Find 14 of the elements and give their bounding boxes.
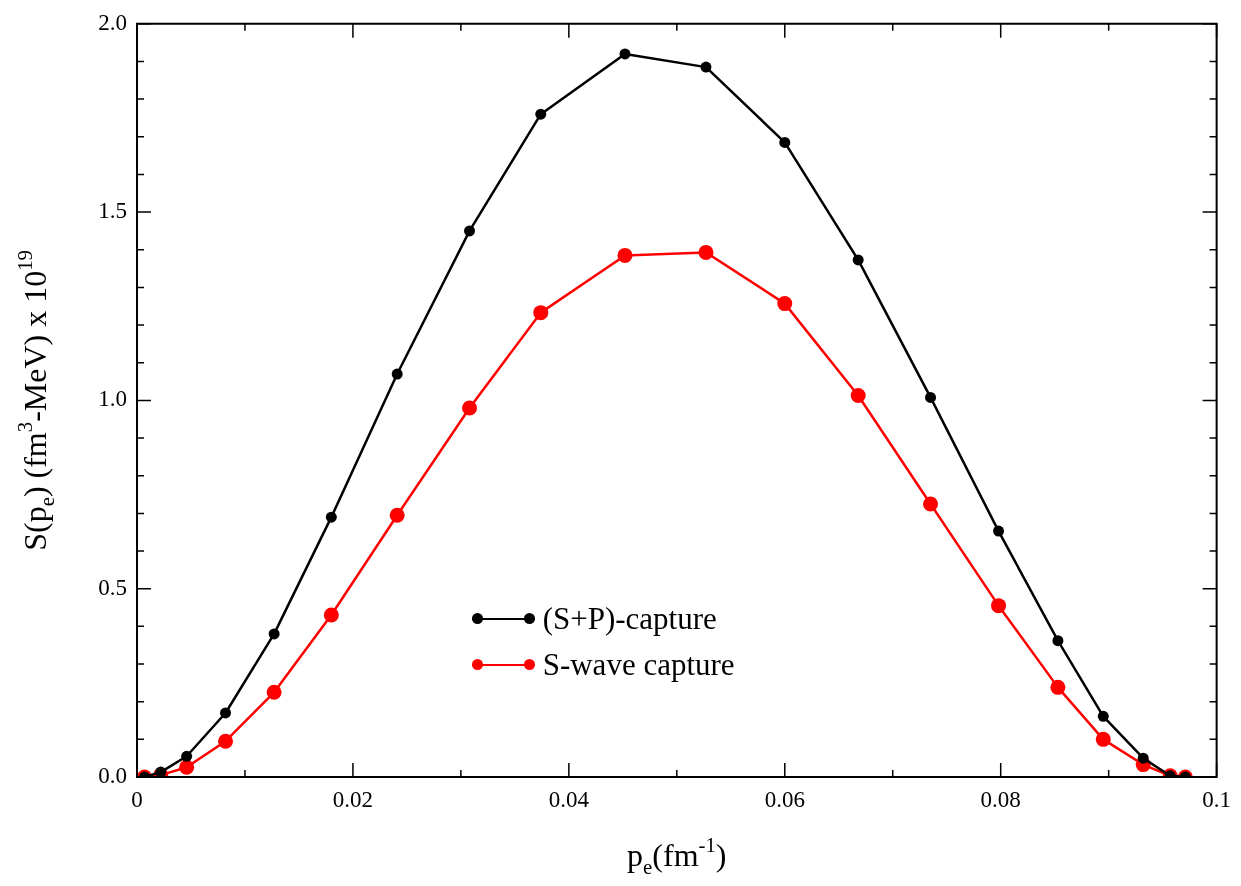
x-tick-label: 0.1 [1202, 786, 1231, 812]
x-tick-label: 0.06 [764, 786, 805, 812]
x-tick-label: 0.08 [980, 786, 1021, 812]
y-tick-label: 0.0 [98, 763, 127, 789]
legend-label: (S+P)-capture [542, 600, 717, 637]
y-tick-label: 1.0 [98, 386, 127, 412]
y-axis-title: S(pe) (fm3-MeV) x 1019 [12, 249, 58, 551]
y-tick-label: 2.0 [98, 9, 127, 35]
y-tick-label: 0.5 [98, 574, 127, 600]
y-tick-label: 1.5 [98, 198, 127, 224]
x-tick-label: 0.04 [548, 786, 590, 812]
x-tick-label: 0 [131, 786, 143, 812]
legend-label: S-wave capture [542, 646, 735, 683]
x-tick-label: 0.02 [332, 786, 374, 812]
